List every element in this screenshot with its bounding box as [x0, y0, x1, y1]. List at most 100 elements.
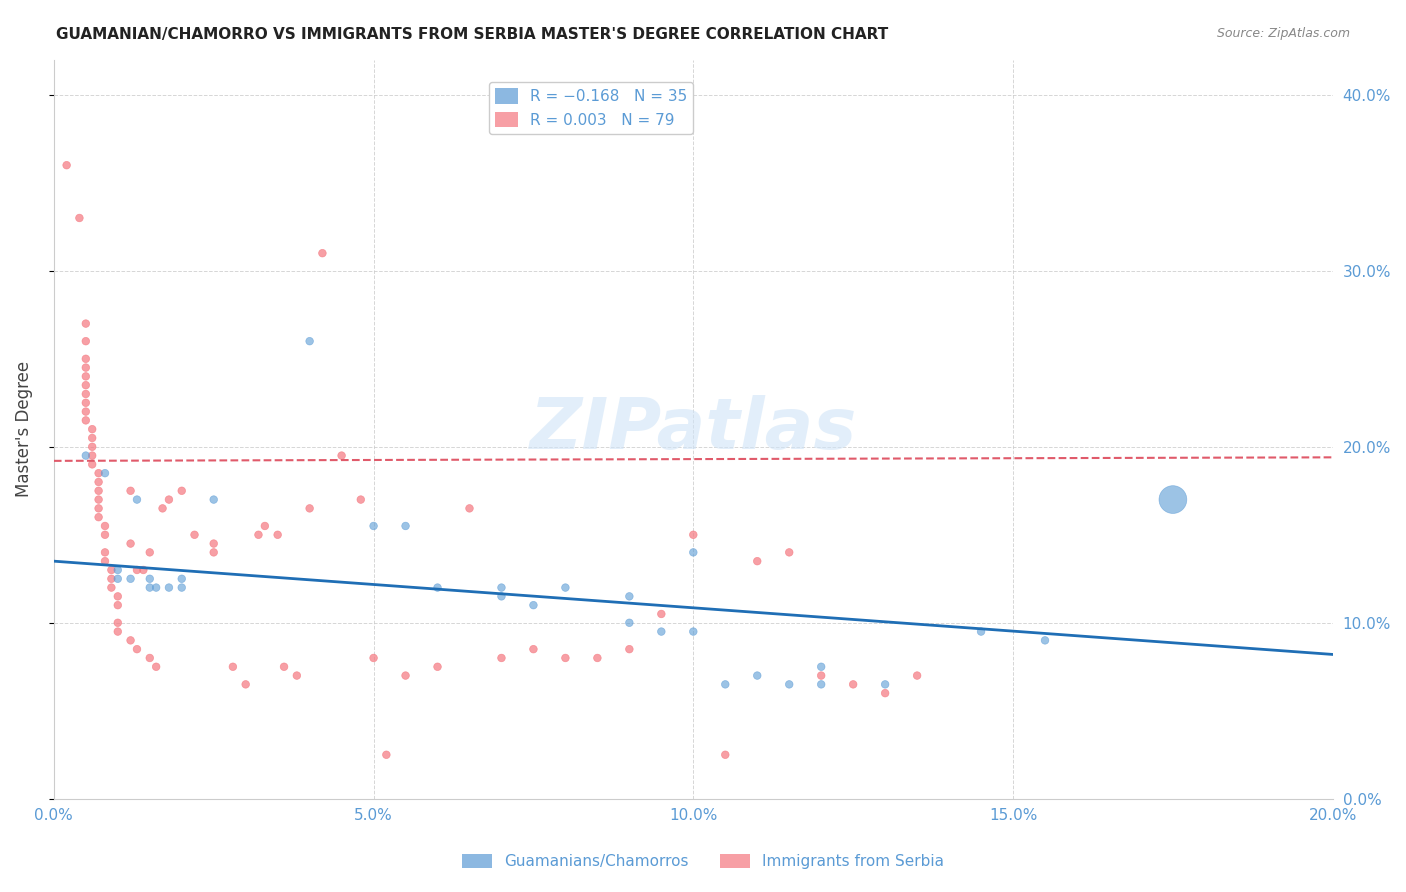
Y-axis label: Master's Degree: Master's Degree [15, 361, 32, 497]
Point [619, 590, 641, 604]
Point [125, 563, 148, 577]
Point [363, 519, 385, 533]
Point [222, 659, 245, 673]
Point [75, 404, 97, 418]
Point [747, 668, 769, 682]
Point [298, 501, 321, 516]
Point [94, 528, 117, 542]
Point [522, 598, 544, 612]
Point [75, 334, 97, 348]
Point [266, 528, 288, 542]
Point [87, 466, 110, 480]
Point [491, 581, 513, 595]
Point [619, 615, 641, 630]
Point [202, 492, 225, 507]
Point [120, 483, 142, 498]
Point [125, 642, 148, 657]
Point [273, 659, 295, 673]
Point [82, 458, 104, 472]
Point [100, 563, 122, 577]
Point [747, 554, 769, 568]
Point [75, 369, 97, 384]
Point [87, 475, 110, 489]
Point [107, 598, 129, 612]
Point [157, 492, 180, 507]
Text: GUAMANIAN/CHAMORRO VS IMMIGRANTS FROM SERBIA MASTER'S DEGREE CORRELATION CHART: GUAMANIAN/CHAMORRO VS IMMIGRANTS FROM SE… [56, 27, 889, 42]
Point [350, 492, 373, 507]
Point [202, 536, 225, 550]
Point [375, 747, 398, 762]
Text: ZIPatlas: ZIPatlas [530, 394, 858, 464]
Point [183, 528, 205, 542]
Point [394, 519, 416, 533]
Point [311, 246, 333, 260]
Point [145, 659, 167, 673]
Point [253, 519, 276, 533]
Point [619, 642, 641, 657]
Point [55, 158, 77, 172]
Legend: Guamanians/Chamorros, Immigrants from Serbia: Guamanians/Chamorros, Immigrants from Se… [456, 848, 950, 875]
Point [87, 501, 110, 516]
Point [75, 396, 97, 410]
Point [810, 659, 832, 673]
Point [75, 449, 97, 463]
Point [139, 572, 162, 586]
Point [139, 581, 162, 595]
Point [125, 492, 148, 507]
Point [426, 659, 449, 673]
Point [170, 581, 193, 595]
Point [157, 581, 180, 595]
Point [522, 642, 544, 657]
Point [285, 668, 308, 682]
Point [132, 563, 155, 577]
Point [152, 501, 174, 516]
Point [682, 528, 704, 542]
Point [875, 677, 897, 691]
Point [714, 677, 737, 691]
Point [139, 545, 162, 559]
Point [298, 334, 321, 348]
Point [586, 651, 609, 665]
Point [875, 686, 897, 700]
Point [75, 360, 97, 375]
Point [87, 483, 110, 498]
Point [1033, 633, 1056, 648]
Point [100, 572, 122, 586]
Point [67, 211, 90, 225]
Legend: R = −0.168   N = 35, R = 0.003   N = 79: R = −0.168 N = 35, R = 0.003 N = 79 [489, 82, 693, 134]
Point [75, 317, 97, 331]
Point [94, 554, 117, 568]
Point [87, 492, 110, 507]
Point [426, 581, 449, 595]
Point [107, 590, 129, 604]
Point [94, 545, 117, 559]
Point [650, 607, 672, 621]
Point [810, 677, 832, 691]
Point [810, 668, 832, 682]
Point [107, 615, 129, 630]
Point [75, 351, 97, 366]
Point [905, 668, 928, 682]
Point [363, 651, 385, 665]
Point [107, 572, 129, 586]
Point [235, 677, 257, 691]
Point [107, 624, 129, 639]
Point [778, 545, 800, 559]
Point [75, 387, 97, 401]
Point [970, 624, 993, 639]
Point [82, 431, 104, 445]
Point [458, 501, 481, 516]
Point [682, 545, 704, 559]
Point [120, 633, 142, 648]
Point [82, 449, 104, 463]
Point [491, 590, 513, 604]
Point [491, 651, 513, 665]
Point [170, 572, 193, 586]
Point [75, 378, 97, 392]
Point [170, 483, 193, 498]
Point [145, 581, 167, 595]
Point [120, 572, 142, 586]
Point [75, 413, 97, 427]
Text: Source: ZipAtlas.com: Source: ZipAtlas.com [1216, 27, 1350, 40]
Point [107, 563, 129, 577]
